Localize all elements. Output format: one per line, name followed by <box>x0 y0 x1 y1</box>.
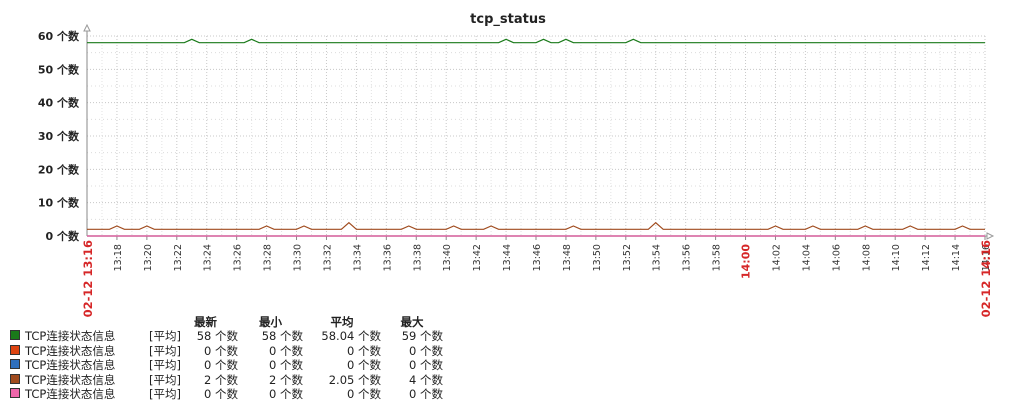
legend-header: 最新 最小 平均 最大 <box>8 314 468 328</box>
x-tick-label: 13:44 <box>502 244 513 271</box>
legend-row: TCP连接状态信息 [平均] 0 个数 0 个数 0 个数 0 个数 <box>8 357 468 372</box>
y-tick-label: 10 个数 <box>38 196 80 210</box>
x-tick-label: 13:46 <box>532 244 543 271</box>
legend-last: 0 个数 <box>173 386 238 402</box>
x-tick-label: 14:00 <box>740 244 753 279</box>
legend-swatch <box>10 359 20 369</box>
legend-series-name: TCP连接状态信息 <box>25 386 115 402</box>
x-tick-label: 13:52 <box>622 244 633 271</box>
y-axis-arrow <box>84 25 90 31</box>
x-tick-label: 13:56 <box>682 244 693 271</box>
x-tick-label: 13:20 <box>143 244 154 271</box>
y-tick-label: 40 个数 <box>38 96 80 110</box>
x-tick-label: 13:40 <box>442 244 453 271</box>
x-tick-label: 14:08 <box>861 244 872 271</box>
x-tick-label: 14:06 <box>831 244 842 271</box>
x-range-label: 02-12 13:16 <box>81 240 95 317</box>
x-tick-label: 13:48 <box>562 244 573 271</box>
x-tick-label: 13:22 <box>173 244 184 271</box>
x-tick-label: 14:02 <box>771 244 782 271</box>
x-axis-arrow <box>987 233 993 239</box>
x-tick-label: 13:34 <box>352 244 363 271</box>
y-tick-labels: 0 个数 10 个数 20 个数 30 个数 40 个数 50 个数 60 个数 <box>38 29 80 243</box>
x-tick-label: 14:12 <box>921 244 932 271</box>
legend-row: TCP连接状态信息 [平均] 0 个数 0 个数 0 个数 0 个数 <box>8 343 468 358</box>
y-tick-label: 30 个数 <box>38 129 80 143</box>
x-tick-label: 13:54 <box>652 244 663 271</box>
x-tick-label: 13:32 <box>322 244 333 271</box>
x-tick-label: 13:50 <box>592 244 603 271</box>
legend-swatch <box>10 330 20 340</box>
legend-row: TCP连接状态信息 [平均] 0 个数 0 个数 0 个数 0 个数 <box>8 386 468 401</box>
legend-max: 0 个数 <box>381 386 443 402</box>
legend-swatch <box>10 345 20 355</box>
legend-avg: 0 个数 <box>303 386 381 402</box>
x-tick-label: 13:38 <box>412 244 423 271</box>
y-tick-label: 20 个数 <box>38 162 80 176</box>
legend-swatch <box>10 388 20 398</box>
x-tick-label: 13:26 <box>233 244 244 271</box>
legend-row: TCP连接状态信息 [平均] 58 个数 58 个数 58.04 个数 59 个… <box>8 328 468 343</box>
x-range-label: 02-12 14:16 <box>979 240 993 317</box>
x-tick-label: 13:28 <box>263 244 274 271</box>
y-tick-label: 0 个数 <box>46 229 80 243</box>
y-tick-label: 60 个数 <box>38 29 80 43</box>
x-tick-label: 14:10 <box>891 244 902 271</box>
x-tick-label: 14:14 <box>951 244 962 271</box>
x-tick-label: 13:58 <box>712 244 723 271</box>
x-tick-label: 13:30 <box>293 244 304 271</box>
legend-min: 0 个数 <box>238 386 303 402</box>
x-tick-label: 13:24 <box>203 244 214 271</box>
x-tick-labels: 13:18 13:20 13:22 13:24 13:26 13:28 13:30 13:32… <box>81 240 993 317</box>
legend-swatch <box>10 374 20 384</box>
x-tick-label: 14:04 <box>801 244 812 271</box>
x-tick-label: 13:36 <box>382 244 393 271</box>
legend-row: TCP连接状态信息 [平均] 2 个数 2 个数 2.05 个数 4 个数 <box>8 372 468 387</box>
x-tick-label: 13:42 <box>472 244 483 271</box>
x-tick-label: 13:18 <box>113 244 124 271</box>
legend: 最新 最小 平均 最大 TCP连接状态信息 [平均] 58 个数 58 个数 5… <box>8 314 468 401</box>
chart-title: tcp_status <box>470 12 546 27</box>
y-tick-label: 50 个数 <box>38 62 80 76</box>
tcp-status-chart: tcp_status 0 个数 10 个数 20 个数 30 个数 40 个数 50 个数… <box>0 0 1016 320</box>
